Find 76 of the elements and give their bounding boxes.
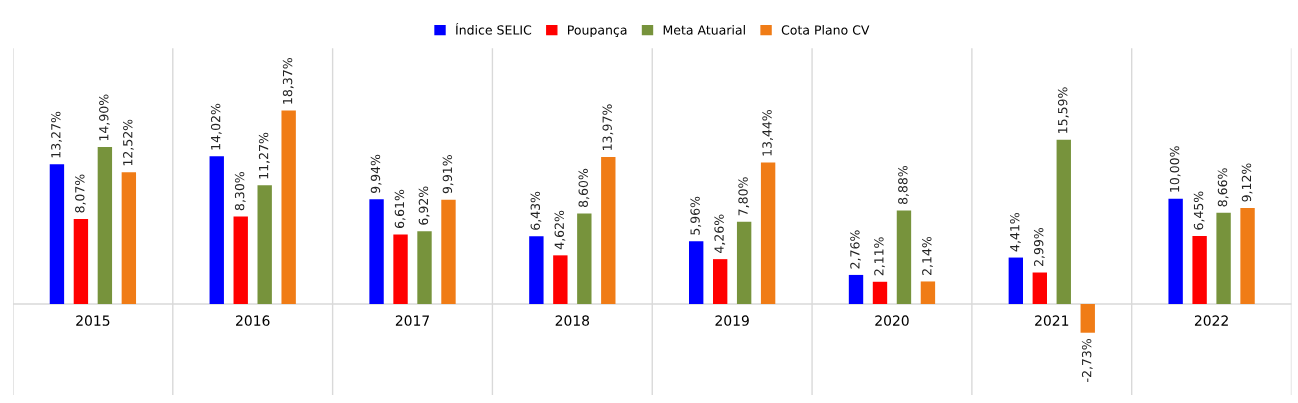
- data-label: 7,80%: [738, 177, 750, 216]
- data-label: 8,88%: [898, 165, 909, 205]
- data-label: 10,00%: [1169, 146, 1181, 192]
- data-label: 5,96%: [690, 196, 702, 235]
- bar: [712, 259, 728, 304]
- data-label: 6,92%: [418, 186, 430, 225]
- x-tick-label: 2021: [1035, 315, 1069, 326]
- data-label: 12,52%: [123, 119, 134, 166]
- data-label: 6,45%: [1193, 191, 1205, 230]
- data-label: 8,30%: [234, 172, 246, 211]
- data-label: 4,41%: [1010, 212, 1021, 252]
- x-tick-label: 2020: [875, 315, 909, 326]
- bar: [760, 162, 776, 304]
- data-label: 8,60%: [578, 168, 590, 208]
- bar: [1240, 207, 1255, 304]
- data-label: -2,73%: [1081, 338, 1093, 382]
- bar: [233, 216, 248, 304]
- data-label: 2,76%: [850, 230, 861, 269]
- data-label: 14,90%: [99, 94, 110, 141]
- data-label: 14,02%: [210, 103, 222, 150]
- bar: [257, 185, 272, 304]
- bar: [1032, 272, 1047, 304]
- bar: [281, 110, 296, 304]
- bar: [896, 210, 912, 304]
- legend-label: Cota Plano CV: [781, 25, 870, 35]
- bar: [1008, 257, 1024, 304]
- data-label: 13,44%: [762, 109, 774, 156]
- bar: [441, 199, 456, 304]
- x-tick-label: 2017: [395, 315, 430, 326]
- bar: [872, 281, 888, 304]
- bar: [553, 255, 568, 304]
- data-label: 11,27%: [258, 132, 270, 179]
- data-label: 8,07%: [75, 174, 86, 213]
- x-tick-label: 2022: [1194, 315, 1228, 326]
- bar: [417, 231, 432, 304]
- bar: [369, 199, 384, 304]
- data-label: 8,66%: [1217, 168, 1229, 207]
- bar: [601, 156, 616, 304]
- bar: [97, 147, 113, 304]
- legend-label: Poupança: [568, 25, 627, 38]
- data-label: 6,61%: [394, 189, 406, 228]
- x-tick-label: 2015: [76, 315, 110, 326]
- data-label: 15,59%: [1057, 87, 1069, 133]
- bar: [49, 164, 65, 304]
- data-label: 4,62%: [554, 210, 566, 250]
- data-label: 18,37%: [282, 58, 294, 104]
- bar: [920, 281, 936, 304]
- bar: [1168, 198, 1183, 304]
- bar: [121, 172, 137, 304]
- data-label: 9,94%: [370, 154, 382, 193]
- bar: [529, 236, 544, 304]
- data-label: 6,43%: [530, 191, 542, 230]
- bar: [689, 241, 704, 304]
- data-label: 13,27%: [51, 111, 62, 158]
- bar: [577, 213, 592, 304]
- bar: [1056, 139, 1071, 304]
- bar: [1192, 236, 1207, 304]
- bar: [848, 274, 864, 304]
- data-label: 2,99%: [1033, 227, 1045, 267]
- data-label: 13,97%: [602, 104, 614, 150]
- data-label: 9,12%: [1241, 163, 1253, 202]
- legend-label: Meta Atuarial: [663, 25, 745, 35]
- bar: [1216, 212, 1231, 304]
- x-tick-label: 2018: [555, 315, 590, 326]
- data-label: 4,26%: [714, 214, 726, 253]
- bar: [209, 156, 224, 304]
- bar: [1080, 303, 1095, 333]
- bar: [73, 219, 89, 304]
- x-tick-label: 2019: [715, 315, 749, 326]
- data-label: 2,11%: [874, 237, 885, 276]
- data-label: 9,91%: [442, 155, 454, 194]
- x-tick-label: 2016: [236, 315, 270, 326]
- bar: [393, 234, 408, 304]
- data-label: 2,14%: [922, 236, 933, 275]
- legend-label: Índice SELIC: [456, 22, 532, 35]
- bar: [736, 221, 752, 304]
